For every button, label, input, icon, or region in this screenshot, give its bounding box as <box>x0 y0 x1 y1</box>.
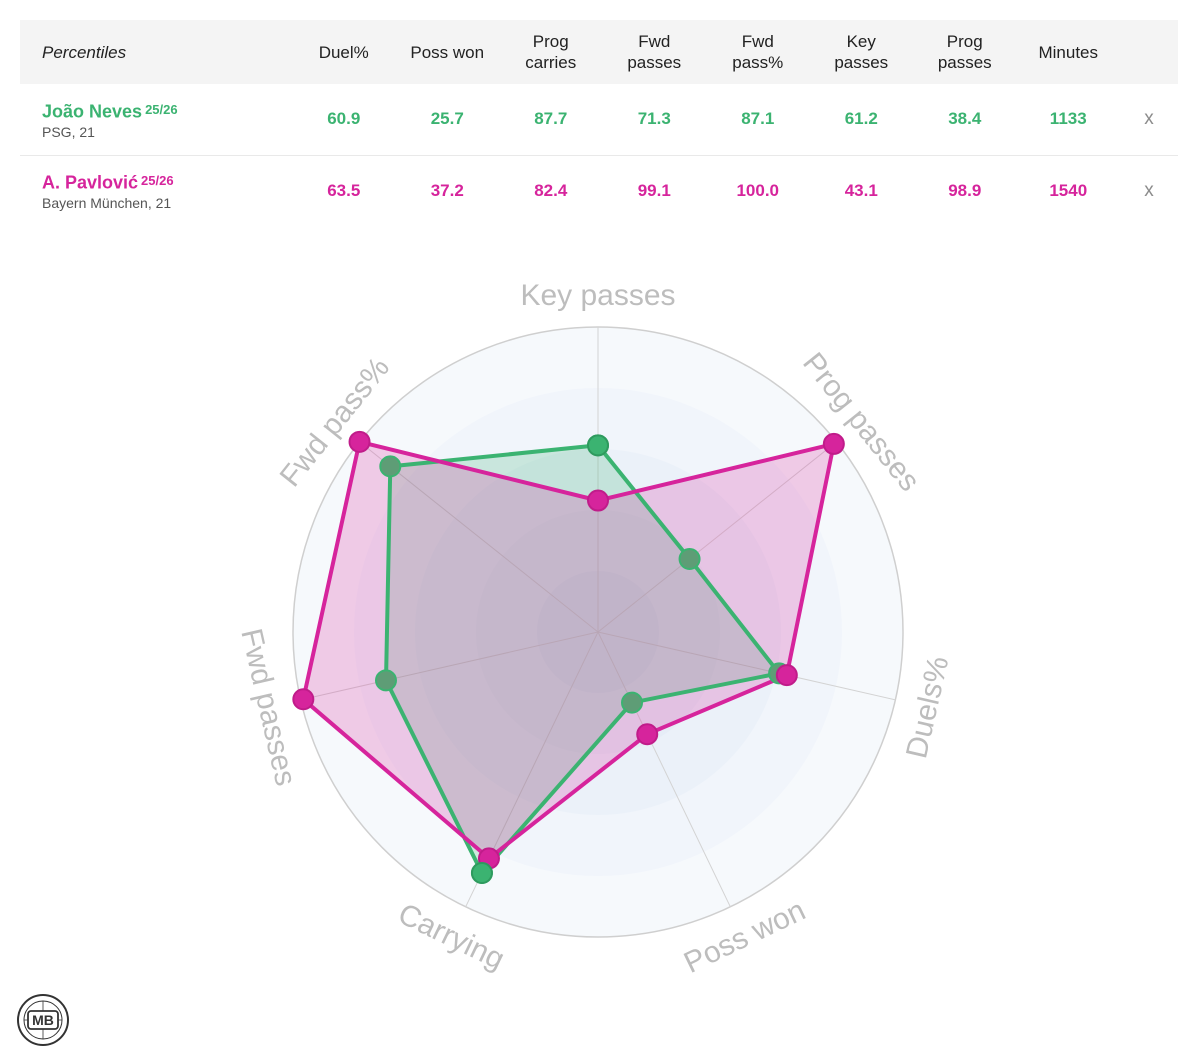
header-label: Poss won <box>410 42 485 62</box>
header-label: Minutes <box>1038 42 1099 62</box>
stat-value: 87.1 <box>741 109 775 129</box>
player-cell: João Neves 25/26 PSG, 21 <box>20 84 292 155</box>
header-col[interactable]: Duel% <box>292 20 396 84</box>
stat-value: 38.4 <box>948 109 982 129</box>
data-point <box>636 723 659 746</box>
series-area <box>303 441 834 859</box>
stat-value: 25.7 <box>430 109 464 129</box>
stat-value: 98.9 <box>948 180 982 200</box>
stat-value: 82.4 <box>534 180 568 200</box>
header-col[interactable]: Poss won <box>396 20 500 84</box>
header-label: Prog <box>532 32 569 51</box>
stat-value: 63.5 <box>327 180 361 200</box>
header-label: passes <box>937 53 992 72</box>
header-label: Key <box>846 32 876 51</box>
player-team: PSG, 21 <box>42 123 95 140</box>
header-label: Prog <box>946 32 983 51</box>
player-name[interactable]: A. Pavlović <box>42 172 139 193</box>
data-point <box>470 861 493 884</box>
stat-value: 99.1 <box>637 180 671 200</box>
stat-value: 1540 <box>1049 180 1088 200</box>
data-point <box>379 455 402 478</box>
data-point <box>292 688 315 711</box>
header-label: Fwd <box>638 32 671 51</box>
stat-value: 43.1 <box>844 180 878 200</box>
radar-spoke <box>597 631 896 701</box>
header-col[interactable]: Prog carries <box>499 20 603 84</box>
stat-value: 71.3 <box>637 109 671 129</box>
remove-player-button[interactable]: x <box>1144 108 1154 130</box>
axis-label: Fwd passes <box>234 626 302 789</box>
player-season: 25/26 <box>141 173 174 189</box>
player-team: Bayern München, 21 <box>42 195 172 212</box>
stat-value: 37.2 <box>430 180 464 200</box>
player-season: 25/26 <box>145 101 178 117</box>
radar-spoke <box>300 631 599 701</box>
header-label: carries <box>525 53 577 72</box>
header-col[interactable]: Fwd passes <box>603 20 707 84</box>
header-col[interactable]: Minutes <box>1017 20 1121 84</box>
series-line <box>384 443 782 875</box>
axis-label: Duels% <box>900 653 955 761</box>
mb-logo: MB <box>17 994 69 1046</box>
stat-value: 100.0 <box>736 180 780 200</box>
header-col[interactable]: Prog passes <box>913 20 1017 84</box>
table-header: Percentiles Duel% Poss won Prog carries F… <box>20 20 1178 84</box>
player-row-pavlovic: A. Pavlović 25/26 Bayern München, 21 63.5… <box>20 155 1178 226</box>
data-point <box>621 691 644 714</box>
radar-spoke <box>359 441 599 633</box>
header-col[interactable]: Key passes <box>810 20 914 84</box>
data-point <box>374 669 397 692</box>
axis-label: Key passes <box>520 279 675 312</box>
data-point <box>348 430 371 453</box>
data-point <box>678 547 701 570</box>
stat-value: 61.2 <box>844 109 878 129</box>
series-line <box>301 439 836 861</box>
header-percentiles: Percentiles <box>42 42 127 62</box>
player-name[interactable]: João Neves <box>42 100 143 121</box>
header-label: Fwd <box>741 32 774 51</box>
header-label: passes <box>627 53 682 72</box>
logo-text: MB <box>32 1012 54 1028</box>
header-label: passes <box>834 53 889 72</box>
player-row-neves: João Neves 25/26 PSG, 21 60.9 25.7 87.7 7… <box>20 84 1178 155</box>
header-col[interactable]: Fwd pass% <box>706 20 810 84</box>
player-cell: A. Pavlović 25/26 Bayern München, 21 <box>20 155 292 226</box>
series-area <box>386 445 780 873</box>
data-point <box>775 664 798 687</box>
data-point <box>587 434 609 457</box>
header-label: Duel% <box>318 42 369 62</box>
data-point <box>822 432 845 455</box>
header-label: pass% <box>732 53 784 72</box>
stat-value: 1133 <box>1049 109 1087 129</box>
radar-spoke <box>597 631 731 908</box>
stat-value: 87.7 <box>534 109 568 129</box>
remove-player-button[interactable]: x <box>1144 179 1154 201</box>
radar-spoke <box>597 441 837 633</box>
stat-value: 60.9 <box>327 109 361 129</box>
data-point <box>587 489 609 512</box>
comparison-table: Percentiles Duel% Poss won Prog carries F… <box>20 20 1178 226</box>
